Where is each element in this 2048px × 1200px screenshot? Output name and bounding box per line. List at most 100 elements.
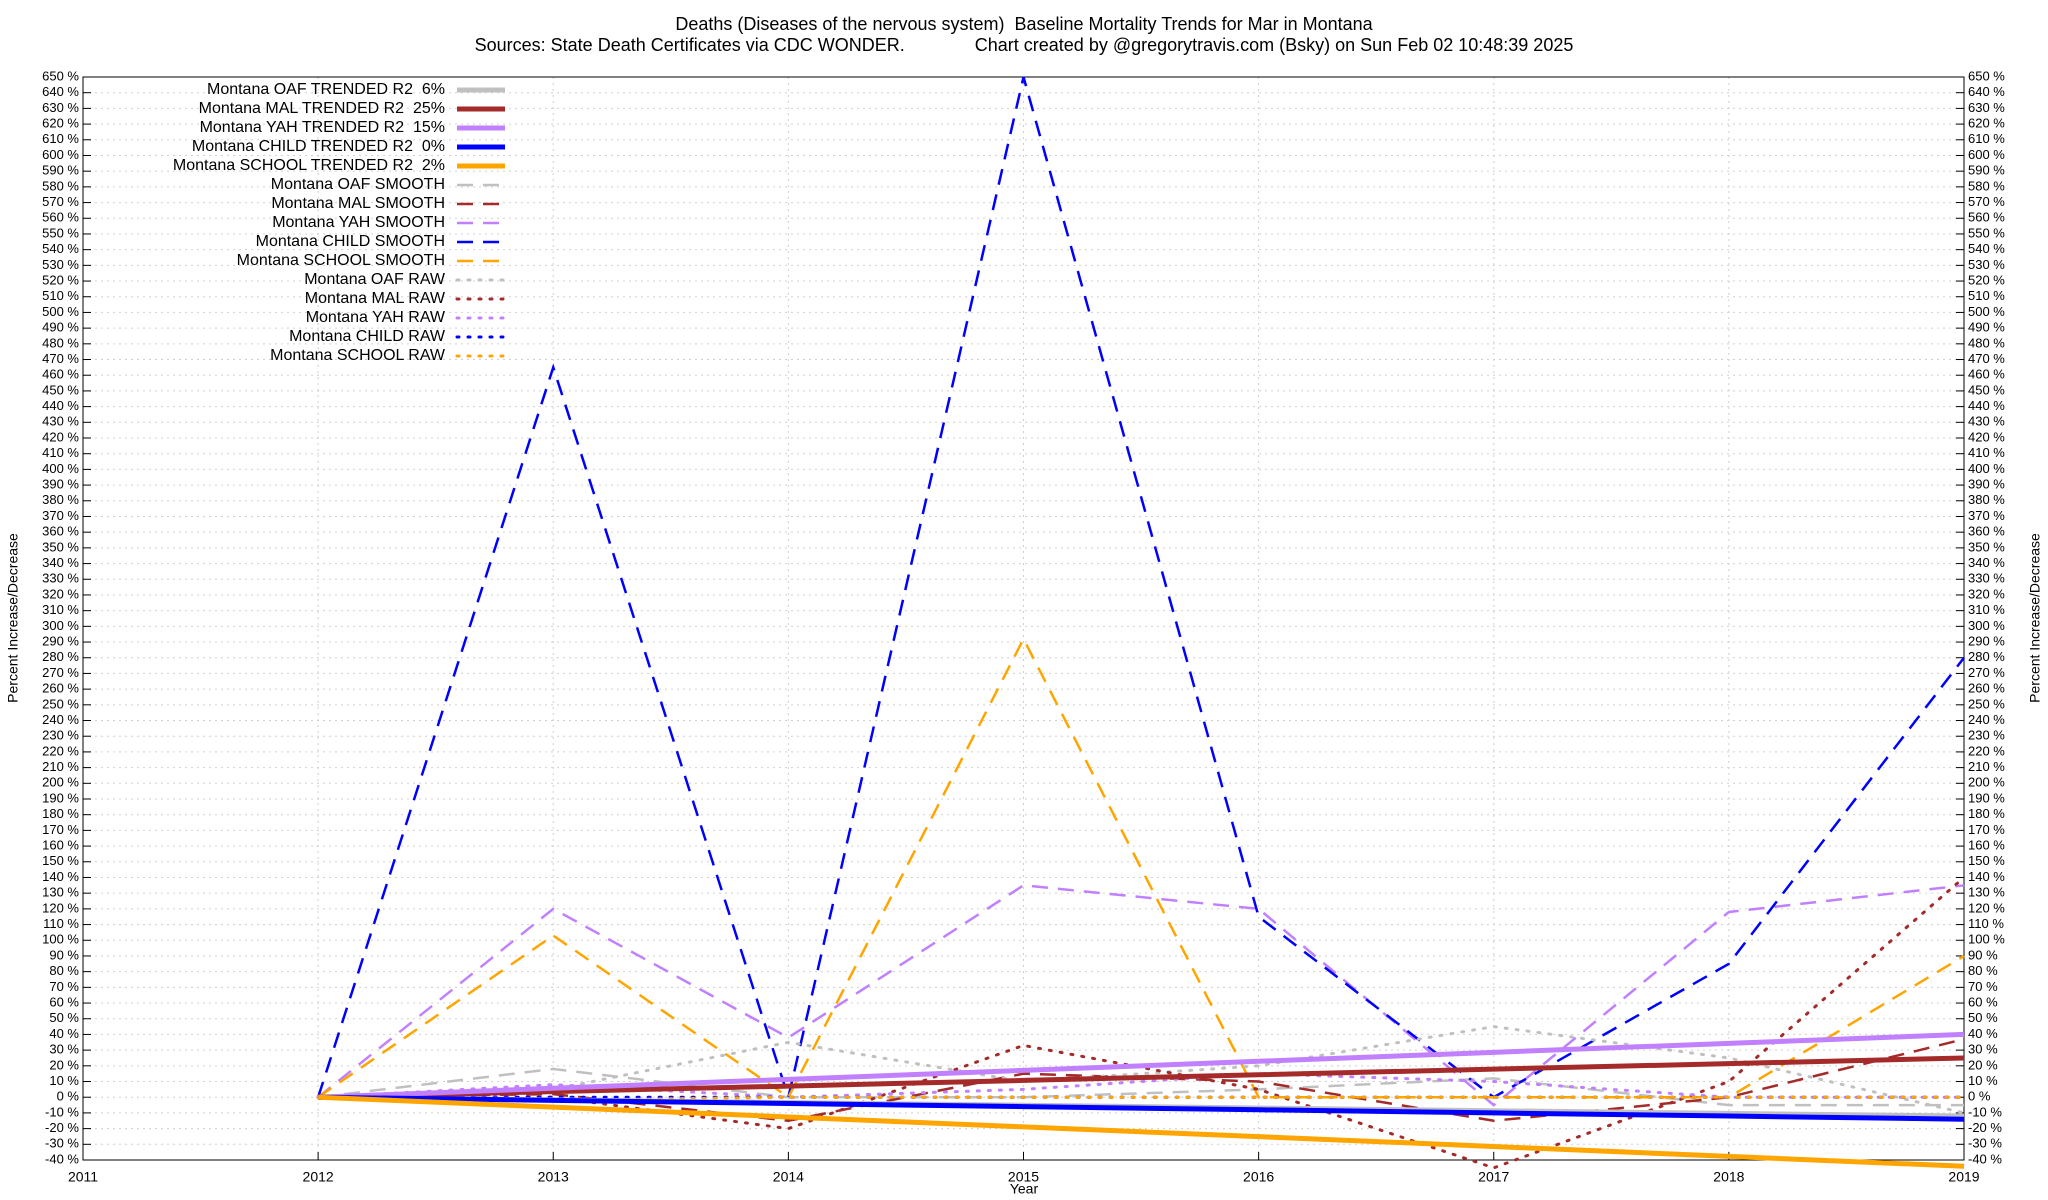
y2-tick-label: 20 %: [1968, 1057, 1998, 1072]
legend-label: Montana YAH TRENDED R2 15%: [200, 119, 445, 136]
y-tick-label: 340 %: [42, 555, 79, 570]
series-line: [316, 76, 1965, 1102]
y-tick-label: 50 %: [49, 1010, 79, 1025]
series-line: [318, 1094, 1965, 1122]
y2-tick-label: 190 %: [1968, 790, 2005, 805]
y-tick-label: 200 %: [42, 775, 79, 790]
y-tick-label: 320 %: [42, 586, 79, 601]
y2-tick-label: 40 %: [1968, 1026, 1998, 1041]
x-axis-label: Year: [1010, 1181, 1039, 1197]
y2-tick-label: 300 %: [1968, 618, 2005, 633]
y-tick-label: 250 %: [42, 696, 79, 711]
y2-tick-label: 450 %: [1968, 382, 2005, 397]
legend-label: Montana CHILD TRENDED R2 0%: [192, 138, 445, 155]
legend-label: Montana OAF RAW: [304, 271, 446, 288]
x-tick-label: 2014: [773, 1169, 804, 1185]
y-tick-label: 330 %: [42, 571, 79, 586]
y-tick-label: 550 %: [42, 225, 79, 240]
legend-label: Montana YAH SMOOTH: [272, 214, 445, 231]
y-tick-label: 150 %: [42, 853, 79, 868]
series-line: [317, 884, 1965, 1107]
y-tick-label: 560 %: [42, 210, 79, 225]
y2-tick-label: 370 %: [1968, 508, 2005, 523]
y2-tick-label: 540 %: [1968, 241, 2005, 256]
y2-tick-label: 230 %: [1968, 728, 2005, 743]
y-tick-label: 70 %: [49, 979, 79, 994]
y2-tick-label: 150 %: [1968, 853, 2005, 868]
y2-tick-label: 570 %: [1968, 194, 2005, 209]
y-tick-label: 420 %: [42, 429, 79, 444]
y-tick-label: 520 %: [42, 272, 79, 287]
y2-tick-label: 80 %: [1968, 963, 1998, 978]
y-tick-label: 400 %: [42, 461, 79, 476]
y-tick-label: 260 %: [42, 681, 79, 696]
y-tick-label: 220 %: [42, 743, 79, 758]
x-tick-label: 2017: [1478, 1169, 1509, 1185]
y2-tick-label: 410 %: [1968, 445, 2005, 460]
y2-tick-label: 160 %: [1968, 838, 2005, 853]
y2-tick-label: 360 %: [1968, 524, 2005, 539]
y2-tick-label: 590 %: [1968, 163, 2005, 178]
y-tick-label: 140 %: [42, 869, 79, 884]
y2-tick-label: 510 %: [1968, 288, 2005, 303]
y2-tick-label: 130 %: [1968, 885, 2005, 900]
y-tick-label: 430 %: [42, 414, 79, 429]
y2-tick-label: 180 %: [1968, 806, 2005, 821]
chart-subtitle: Sources: State Death Certificates via CD…: [475, 35, 1574, 55]
y2-tick-label: 350 %: [1968, 539, 2005, 554]
y2-axis-label: Percent Increase/Decrease: [2027, 533, 2043, 703]
y-tick-label: 240 %: [42, 712, 79, 727]
y2-tick-label: 250 %: [1968, 696, 2005, 711]
y-tick-label: 80 %: [49, 963, 79, 978]
y-tick-label: 410 %: [42, 445, 79, 460]
y-tick-label: 600 %: [42, 147, 79, 162]
y-tick-label: 310 %: [42, 602, 79, 617]
y2-tick-label: 640 %: [1968, 84, 2005, 99]
y2-tick-label: 550 %: [1968, 225, 2005, 240]
y-tick-label: 590 %: [42, 163, 79, 178]
y-tick-label: 470 %: [42, 351, 79, 366]
legend-label: Montana CHILD SMOOTH: [256, 233, 445, 250]
y-tick-label: 440 %: [42, 398, 79, 413]
y2-tick-label: 310 %: [1968, 602, 2005, 617]
y-tick-label: 10 %: [49, 1073, 79, 1088]
y-tick-label: 450 %: [42, 382, 79, 397]
legend-label: Montana SCHOOL SMOOTH: [237, 252, 445, 269]
y2-tick-label: 390 %: [1968, 477, 2005, 492]
y-tick-label: 650 %: [42, 68, 79, 83]
y2-tick-label: 530 %: [1968, 257, 2005, 272]
y2-tick-label: 490 %: [1968, 320, 2005, 335]
y2-tick-label: 270 %: [1968, 665, 2005, 680]
y-tick-label: 90 %: [49, 947, 79, 962]
y-tick-label: 300 %: [42, 618, 79, 633]
y2-tick-label: 290 %: [1968, 633, 2005, 648]
y-tick-label: 180 %: [42, 806, 79, 821]
y-tick-label: -20 %: [45, 1120, 79, 1135]
y-tick-label: 290 %: [42, 633, 79, 648]
y2-tick-label: -30 %: [1968, 1136, 2002, 1151]
legend-label: Montana CHILD RAW: [289, 328, 446, 345]
y-tick-label: 630 %: [42, 100, 79, 115]
y-tick-label: 360 %: [42, 524, 79, 539]
x-tick-label: 2018: [1713, 1169, 1744, 1185]
y-tick-label: 510 %: [42, 288, 79, 303]
y-tick-label: -40 %: [45, 1151, 79, 1166]
legend-label: Montana SCHOOL RAW: [270, 347, 446, 364]
y-tick-label: 480 %: [42, 335, 79, 350]
y-tick-label: 30 %: [49, 1042, 79, 1057]
y-tick-label: 460 %: [42, 367, 79, 382]
x-tick-label: 2012: [303, 1169, 334, 1185]
y2-tick-label: 260 %: [1968, 681, 2005, 696]
y2-tick-label: 610 %: [1968, 131, 2005, 146]
y2-tick-label: -10 %: [1968, 1104, 2002, 1119]
y2-tick-label: 380 %: [1968, 492, 2005, 507]
series-line: [316, 1025, 1966, 1115]
y2-tick-label: 30 %: [1968, 1042, 1998, 1057]
y2-tick-label: 280 %: [1968, 649, 2005, 664]
y2-tick-label: 340 %: [1968, 555, 2005, 570]
y2-tick-label: 480 %: [1968, 335, 2005, 350]
x-tick-label: 2011: [68, 1169, 98, 1185]
y-tick-label: 100 %: [42, 932, 79, 947]
y2-tick-label: -40 %: [1968, 1151, 2002, 1166]
